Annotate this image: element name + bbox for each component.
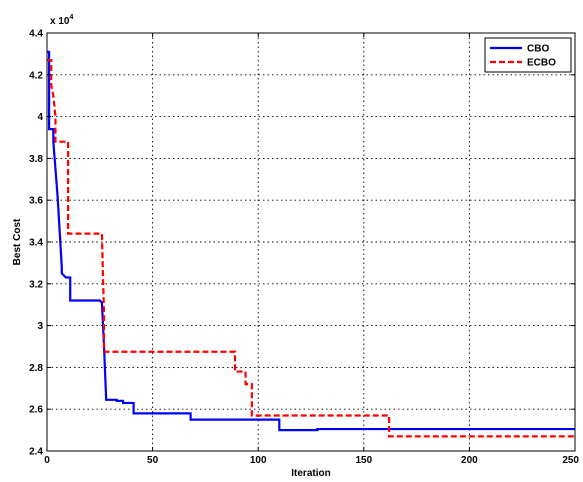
x-tick-label: 200 — [461, 455, 478, 466]
x-tick-label: 250 — [562, 455, 579, 466]
y-tick-label: 3.2 — [29, 279, 43, 290]
y-tick-label: 2.8 — [29, 363, 43, 374]
legend: CBO ECBO — [484, 37, 572, 73]
y-tick-label: 3 — [37, 321, 43, 332]
y-axis-label: Best Cost — [12, 218, 23, 265]
legend-label-ecbo: ECBO — [527, 58, 556, 69]
x-tick-label: 50 — [147, 455, 159, 466]
y-tick-label: 4.4 — [29, 29, 43, 40]
y-tick-label: 4.2 — [29, 70, 43, 81]
x-tick-label: 0 — [44, 455, 50, 466]
y-tick-label: 3.6 — [29, 196, 43, 207]
axis-ticks: 0 50 100 150 200 250 2.4 2.6 2.8 3 3.2 3.4 3.6 3.8 4 4.… — [29, 29, 579, 467]
y-multiplier-label: x 104 — [50, 14, 73, 27]
y-tick-label: 3.8 — [29, 154, 43, 165]
y-tick-label: 2.4 — [29, 447, 43, 458]
x-tick-label: 150 — [355, 455, 372, 466]
legend-box — [484, 37, 572, 73]
plot-background — [47, 33, 575, 451]
x-tick-label: 100 — [250, 455, 267, 466]
y-tick-label: 4 — [37, 112, 43, 123]
x-axis-label: Iteration — [291, 468, 330, 477]
series-line-ecbo — [47, 59, 575, 438]
legend-label-cbo: CBO — [527, 44, 549, 55]
y-tick-label: 3.4 — [29, 238, 43, 249]
y-multiplier-exponent: 4 — [69, 14, 73, 21]
y-tick-label: 2.6 — [29, 405, 43, 416]
series-lines — [47, 50, 575, 438]
